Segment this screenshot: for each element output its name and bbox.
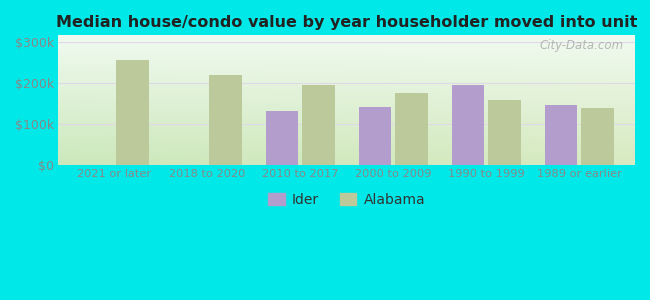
Bar [488, 100, 521, 165]
Legend: Ider, Alabama: Ider, Alabama [263, 187, 430, 212]
Title: Median house/condo value by year householder moved into unit: Median house/condo value by year househo… [56, 15, 638, 30]
Bar [581, 108, 614, 165]
Bar [452, 85, 484, 165]
Text: City-Data.com: City-Data.com [540, 39, 623, 52]
Bar [395, 93, 428, 165]
Bar [266, 111, 298, 165]
Bar [302, 85, 335, 165]
Bar [545, 105, 577, 165]
Bar [116, 60, 148, 165]
Bar [359, 107, 391, 165]
Bar [209, 75, 242, 165]
